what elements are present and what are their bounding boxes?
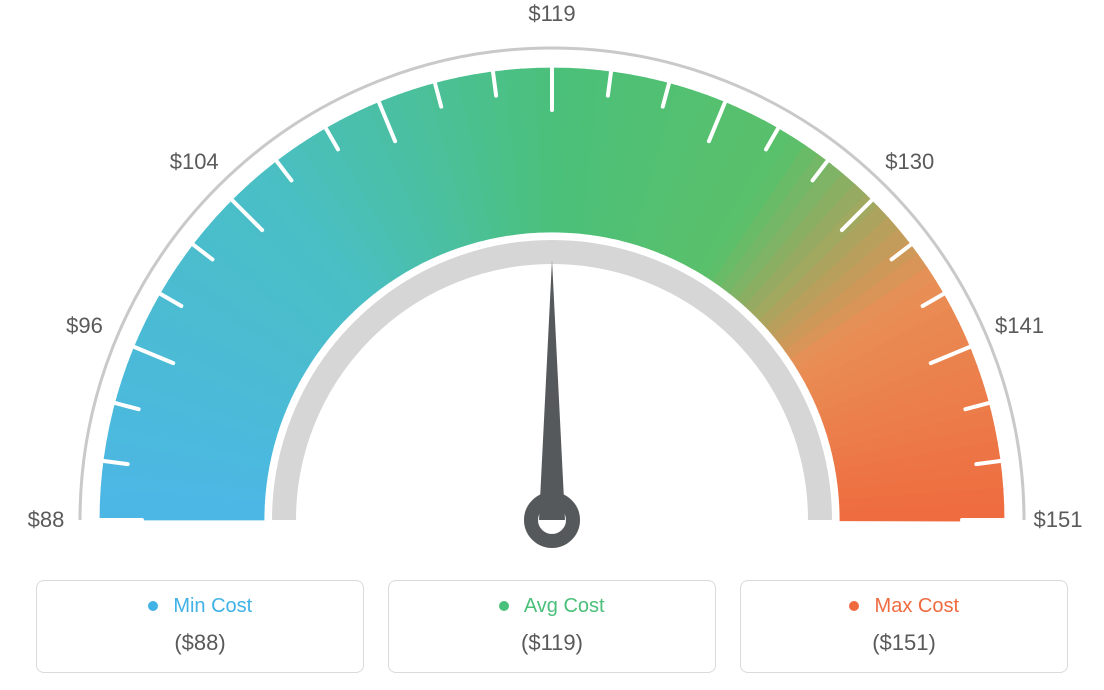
legend-dot-min: [148, 601, 158, 611]
legend-label-avg-text: Avg Cost: [524, 595, 605, 617]
legend-card-min: Min Cost ($88): [36, 580, 364, 673]
legend-value-min: ($88): [37, 630, 363, 656]
gauge-scale-label: $151: [1034, 507, 1083, 533]
legend-card-max: Max Cost ($151): [740, 580, 1068, 673]
cost-gauge-chart: $88 $96 $104 $119 $130 $141 $151 Min Cost ($88…: [0, 0, 1104, 690]
legend-dot-max: [849, 601, 859, 611]
gauge-svg: [0, 0, 1104, 560]
gauge-scale-label: $96: [66, 313, 103, 339]
legend-dot-avg: [499, 601, 509, 611]
legend-label-min-text: Min Cost: [173, 595, 252, 617]
gauge-scale-label: $141: [995, 313, 1044, 339]
gauge-scale-label: $130: [885, 149, 934, 175]
gauge-area: $88 $96 $104 $119 $130 $141 $151: [0, 0, 1104, 560]
legend-card-avg: Avg Cost ($119): [388, 580, 716, 673]
legend-label-max: Max Cost: [741, 595, 1067, 618]
legend-value-max: ($151): [741, 630, 1067, 656]
legend-label-avg: Avg Cost: [389, 595, 715, 618]
legend-value-avg: ($119): [389, 630, 715, 656]
legend-label-max-text: Max Cost: [875, 595, 959, 617]
legend-label-min: Min Cost: [37, 595, 363, 618]
gauge-scale-label: $104: [170, 149, 219, 175]
legend-row: Min Cost ($88) Avg Cost ($119) Max Cost …: [36, 580, 1068, 673]
gauge-scale-label: $88: [28, 507, 65, 533]
gauge-scale-label: $119: [528, 1, 575, 27]
